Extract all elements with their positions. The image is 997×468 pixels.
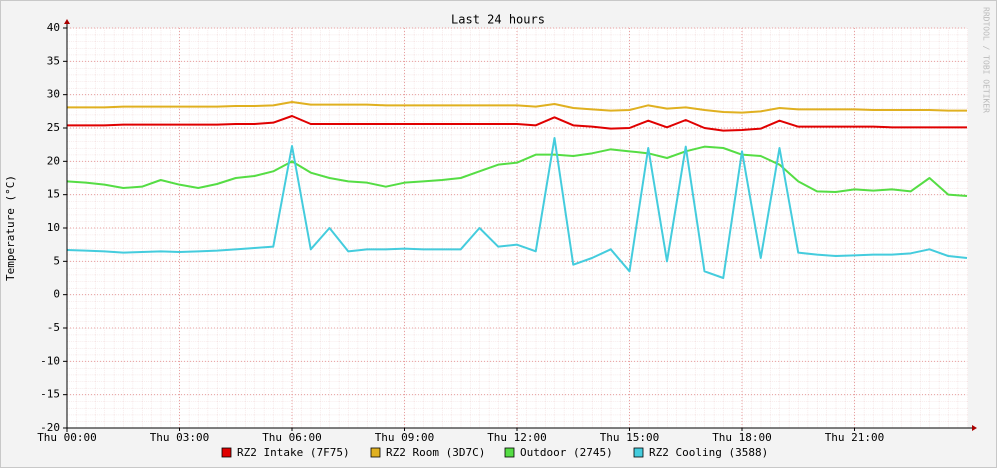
chart-title: Last 24 hours xyxy=(451,13,545,27)
legend-swatch xyxy=(504,447,515,458)
y-tick-label: 10 xyxy=(47,221,60,234)
legend-label: RZ2 Room (3D7C) xyxy=(386,446,485,459)
x-tick-label: Thu 15:00 xyxy=(600,431,660,444)
x-arrow xyxy=(972,425,977,431)
series-line xyxy=(66,145,968,197)
series-line xyxy=(66,137,968,279)
watermark: RRDTOOL / TOBI OETIKER xyxy=(982,7,991,113)
y-tick-label: 5 xyxy=(53,254,60,267)
y-tick-label: -10 xyxy=(40,354,60,367)
x-tick-label: Thu 09:00 xyxy=(375,431,435,444)
legend-label: RZ2 Intake (7F75) xyxy=(237,446,350,459)
y-tick-label: -20 xyxy=(40,421,60,434)
y-tick-label: 20 xyxy=(47,154,60,167)
y-tick-label: 25 xyxy=(47,121,60,134)
y-tick-label: 0 xyxy=(53,288,60,301)
x-tick-label: Thu 00:00 xyxy=(37,431,97,444)
y-tick-label: 35 xyxy=(47,54,60,67)
series-line xyxy=(67,115,967,132)
legend-swatch xyxy=(370,447,381,458)
x-tick-label: Thu 21:00 xyxy=(825,431,885,444)
y-tick-label: 40 xyxy=(47,21,60,34)
y-tick-label: -15 xyxy=(40,388,60,401)
legend: RZ2 Intake (7F75) RZ2 Room (3D7C) Outdoor … xyxy=(221,446,768,459)
y-tick-label: -5 xyxy=(47,321,60,334)
x-tick-label: Thu 18:00 xyxy=(712,431,772,444)
series-line xyxy=(67,101,967,114)
y-tick-label: 30 xyxy=(47,88,60,101)
legend-label: Outdoor (2745) xyxy=(520,446,613,459)
legend-label: RZ2 Cooling (3588) xyxy=(649,446,768,459)
x-tick-label: Thu 03:00 xyxy=(150,431,210,444)
lines xyxy=(66,101,968,279)
x-tick-label: Thu 06:00 xyxy=(262,431,322,444)
y-axis-label: Temperature (°C) xyxy=(4,175,17,281)
y-tick-label: 15 xyxy=(47,188,60,201)
legend-swatch xyxy=(221,447,232,458)
x-tick-label: Thu 12:00 xyxy=(487,431,547,444)
legend-swatch xyxy=(633,447,644,458)
y-arrow xyxy=(64,19,70,24)
